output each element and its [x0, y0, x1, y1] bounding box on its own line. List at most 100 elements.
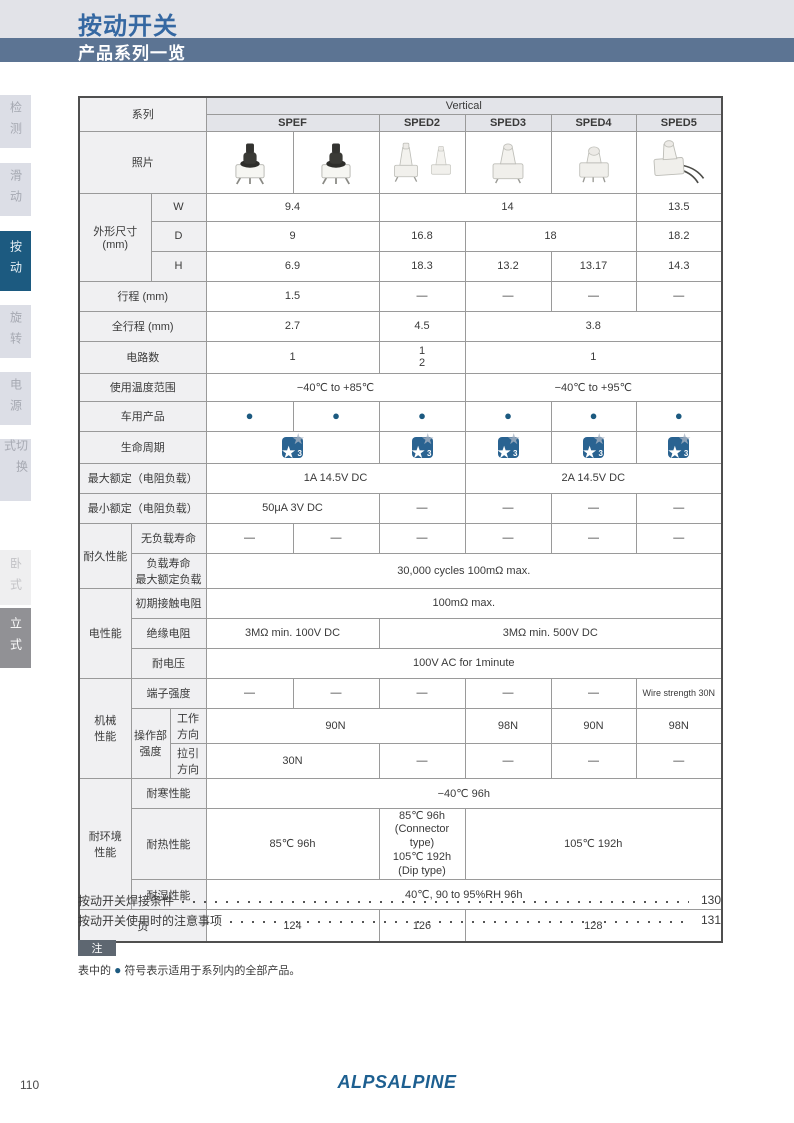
- toc-link-soldering[interactable]: 按动开关焊接条件 130: [78, 890, 721, 910]
- cell-terminal-spef2: —: [292, 677, 380, 709]
- photo-spef-1: [205, 130, 294, 194]
- sidebar-tab-detect[interactable]: 检测: [0, 95, 31, 148]
- toc-page-number: 131: [700, 913, 721, 927]
- cell-work-sped4: 90N: [550, 707, 637, 744]
- sidebar-tab-horizontal[interactable]: 卧式: [0, 550, 31, 605]
- cell-pull-sped5: —: [635, 742, 723, 779]
- row-label-temperature: 使用温度范围: [78, 372, 207, 402]
- automotive-bullet-icon: ●: [332, 408, 340, 423]
- row-label-h: H: [150, 250, 207, 282]
- photo-sped2: [378, 130, 466, 194]
- environment-line1: 耐环境: [88, 830, 122, 843]
- cell-work-sped3: 98N: [464, 707, 552, 744]
- ghost-star: ★: [507, 431, 521, 448]
- series-sped2: SPED2: [378, 113, 466, 132]
- row-label-min-rating: 最小额定（电阻负载）: [78, 492, 207, 524]
- page-title: 按动开关: [78, 13, 178, 40]
- row-label-automotive: 车用产品: [78, 400, 207, 432]
- environment-line2: 性能: [94, 846, 117, 859]
- cell-noload-sped4: —: [550, 522, 637, 554]
- switch-photo-light-pair-icon: [382, 137, 463, 187]
- cell-lifecycle-sped3: ★ ★ 3: [464, 430, 552, 464]
- cell-withstand-all: 100V AC for 1minute: [205, 647, 723, 679]
- row-label-lifecycle: 生命周期: [78, 430, 207, 464]
- cell-loadlife-all: 30,000 cycles 100mΩ max.: [205, 552, 723, 589]
- row-label-d: D: [150, 220, 207, 252]
- cell-auto-sped4: ●: [550, 400, 637, 432]
- badge-number: 3: [297, 448, 302, 458]
- photo-sped3: [464, 130, 552, 194]
- row-label-initial-contact: 初期接触电阻: [130, 587, 207, 619]
- cell-lifecycle-sped5: ★ ★ 3: [635, 430, 723, 464]
- note-prefix: 表中的: [78, 965, 111, 977]
- cell-stroke-sped3: —: [464, 280, 552, 312]
- note-bullet-icon: ●: [114, 963, 122, 977]
- cell-fullstroke-sped2: 4.5: [378, 310, 466, 342]
- row-label-insulation: 绝缘电阻: [130, 617, 207, 649]
- ghost-star: ★: [291, 431, 305, 448]
- toc-link-precautions[interactable]: 按动开关使用时的注意事项 131: [78, 910, 721, 930]
- tab-label: 切换式: [2, 439, 29, 481]
- tab-label: 卧式: [8, 556, 23, 599]
- cell-noload-sped2: —: [378, 522, 466, 554]
- row-label-pull-direction: 拉引 方向: [169, 742, 207, 779]
- group-label-mechanical: 机械 性能: [78, 677, 132, 779]
- operating-line1: 操作部: [134, 730, 167, 742]
- row-label-max-rating: 最大额定（电阻负载）: [78, 462, 207, 494]
- toc-label: 按动开关使用时的注意事项: [78, 913, 223, 928]
- lifecycle-stage3-badge-icon: ★ ★ 3: [496, 432, 521, 462]
- cell-maxrating-sped345: 2A 14.5V DC: [464, 462, 723, 494]
- cell-d-sped34: 18: [464, 220, 637, 252]
- cell-noload-spef1: —: [205, 522, 294, 554]
- tab-label: 检测: [8, 100, 23, 143]
- cell-work-spef-sped2: 90N: [205, 707, 466, 744]
- row-label-load-life: 负载寿命 最大额定负载: [130, 552, 207, 589]
- automotive-bullet-icon: ●: [245, 408, 254, 423]
- main-star: ★: [582, 442, 598, 462]
- tab-label: 按动: [8, 240, 23, 282]
- switch-photo-wired-icon: [639, 138, 720, 186]
- ghost-star: ★: [677, 431, 692, 448]
- cell-pull-sped4: —: [550, 742, 637, 779]
- group-label-durability: 耐久性能: [78, 522, 132, 589]
- sidebar-tab-toggle[interactable]: 切换式: [0, 439, 31, 501]
- tab-label: 旋转: [8, 310, 23, 353]
- automotive-bullet-icon: ●: [589, 408, 598, 423]
- cell-fullstroke-sped345: 3.8: [464, 310, 723, 342]
- cell-page-sped2: 126: [378, 909, 466, 943]
- cell-circuits-sped345: 1: [464, 340, 723, 374]
- main-star: ★: [496, 442, 512, 462]
- row-label-terminal-strength: 端子强度: [130, 677, 207, 709]
- sidebar-tab-rotary[interactable]: 旋转: [0, 305, 31, 358]
- row-label-cold: 耐寒性能: [130, 777, 207, 809]
- sidebar-tab-vertical-active[interactable]: 立式: [0, 608, 31, 668]
- note-text: 表中的 ● 符号表示适用于系列内的全部产品。: [78, 962, 300, 978]
- cell-pull-sped3: —: [464, 742, 552, 779]
- sidebar-tab-slide[interactable]: 滑动: [0, 163, 31, 216]
- cell-humidity-all: 40℃, 90 to 95%RH 96h: [205, 879, 723, 911]
- heat-sped2-line1: 85℃ 96h (Connector type): [394, 809, 450, 850]
- lifecycle-stage3-badge-icon: ★ ★ 3: [411, 432, 435, 461]
- cell-lifecycle-sped4: ★ ★ 3: [550, 430, 637, 464]
- toc-page-number: 130: [700, 893, 721, 907]
- automotive-bullet-icon: ●: [504, 408, 512, 423]
- cell-minrating-sped3: —: [464, 492, 552, 524]
- cell-fullstroke-spef: 2.7: [205, 310, 380, 342]
- photo-row-label: 照片: [78, 130, 207, 194]
- ghost-star: ★: [421, 431, 435, 448]
- work-line2: 方向: [177, 728, 199, 741]
- sidebar-tab-push-active[interactable]: 按动: [0, 231, 31, 291]
- sidebar-tab-power[interactable]: 电源: [0, 372, 31, 425]
- pull-line1: 拉引: [177, 747, 199, 760]
- cell-stroke-spef: 1.5: [205, 280, 380, 312]
- product-series-table: 系列 Vertical SPEF SPED2 SPED3 SPED4 SPED5…: [78, 96, 724, 943]
- section-title: 产品系列一览: [78, 44, 186, 63]
- cell-auto-spef1: ●: [205, 400, 294, 432]
- automotive-bullet-icon: ●: [674, 408, 683, 423]
- switch-photo-light-icon: [468, 138, 549, 186]
- cell-auto-sped2: ●: [378, 400, 466, 432]
- subtitle-band: 产品系列一览: [0, 38, 794, 63]
- series-header-label: 系列: [78, 96, 207, 132]
- cell-stroke-sped2: —: [378, 280, 466, 312]
- cell-pull-spef: 30N: [205, 742, 380, 779]
